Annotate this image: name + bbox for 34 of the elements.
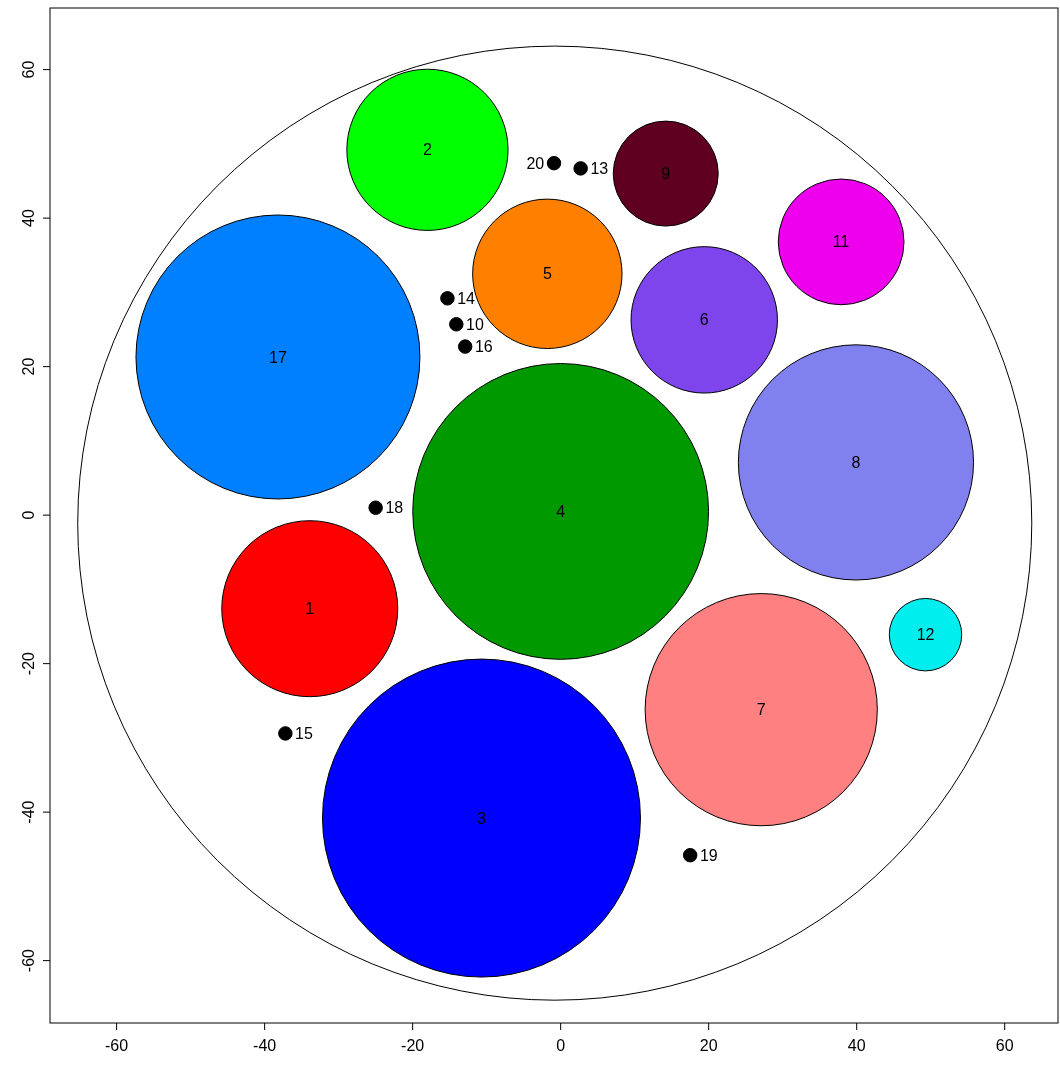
annotation: 5 [542, 265, 552, 283]
annotation: 14 [457, 289, 476, 307]
x-tick-label: -20 [401, 1037, 425, 1054]
annotation: 7 [756, 701, 766, 719]
x-tick-label: -60 [105, 1037, 129, 1054]
annotation: 3 [477, 809, 487, 827]
annotation: 11 [832, 233, 850, 251]
annotation: 2 [422, 141, 432, 159]
y-tick-label: -40 [20, 800, 37, 824]
annotation: 8 [851, 454, 861, 472]
annotation: 4 [556, 503, 566, 521]
y-tick-label: -20 [20, 651, 37, 676]
x-tick-label: -40 [253, 1037, 277, 1054]
annotation: 16 [474, 338, 493, 356]
y-tick-label: 40 [20, 209, 37, 228]
annotation: 18 [385, 499, 404, 517]
x-tick-label: 20 [699, 1037, 718, 1054]
annotation: 19 [699, 846, 718, 864]
annotation: 15 [295, 725, 313, 743]
y-tick-label: 0 [20, 510, 37, 520]
annotation: 1 [305, 600, 315, 618]
y-tick-label: -60 [20, 948, 37, 973]
annotation: 12 [916, 626, 935, 644]
annotation: 20 [526, 154, 545, 172]
x-tick-label: 40 [847, 1037, 866, 1054]
y-tick-label: 20 [20, 357, 37, 376]
annotation: 17 [269, 348, 287, 366]
x-tick-label: 60 [995, 1037, 1014, 1054]
x-tick-label: 0 [556, 1037, 566, 1054]
annotation: 6 [699, 311, 709, 329]
annotation: 10 [466, 315, 484, 333]
annotation: 13 [590, 159, 609, 177]
y-tick-label: 60 [20, 60, 37, 79]
annotation: 9 [661, 165, 671, 183]
